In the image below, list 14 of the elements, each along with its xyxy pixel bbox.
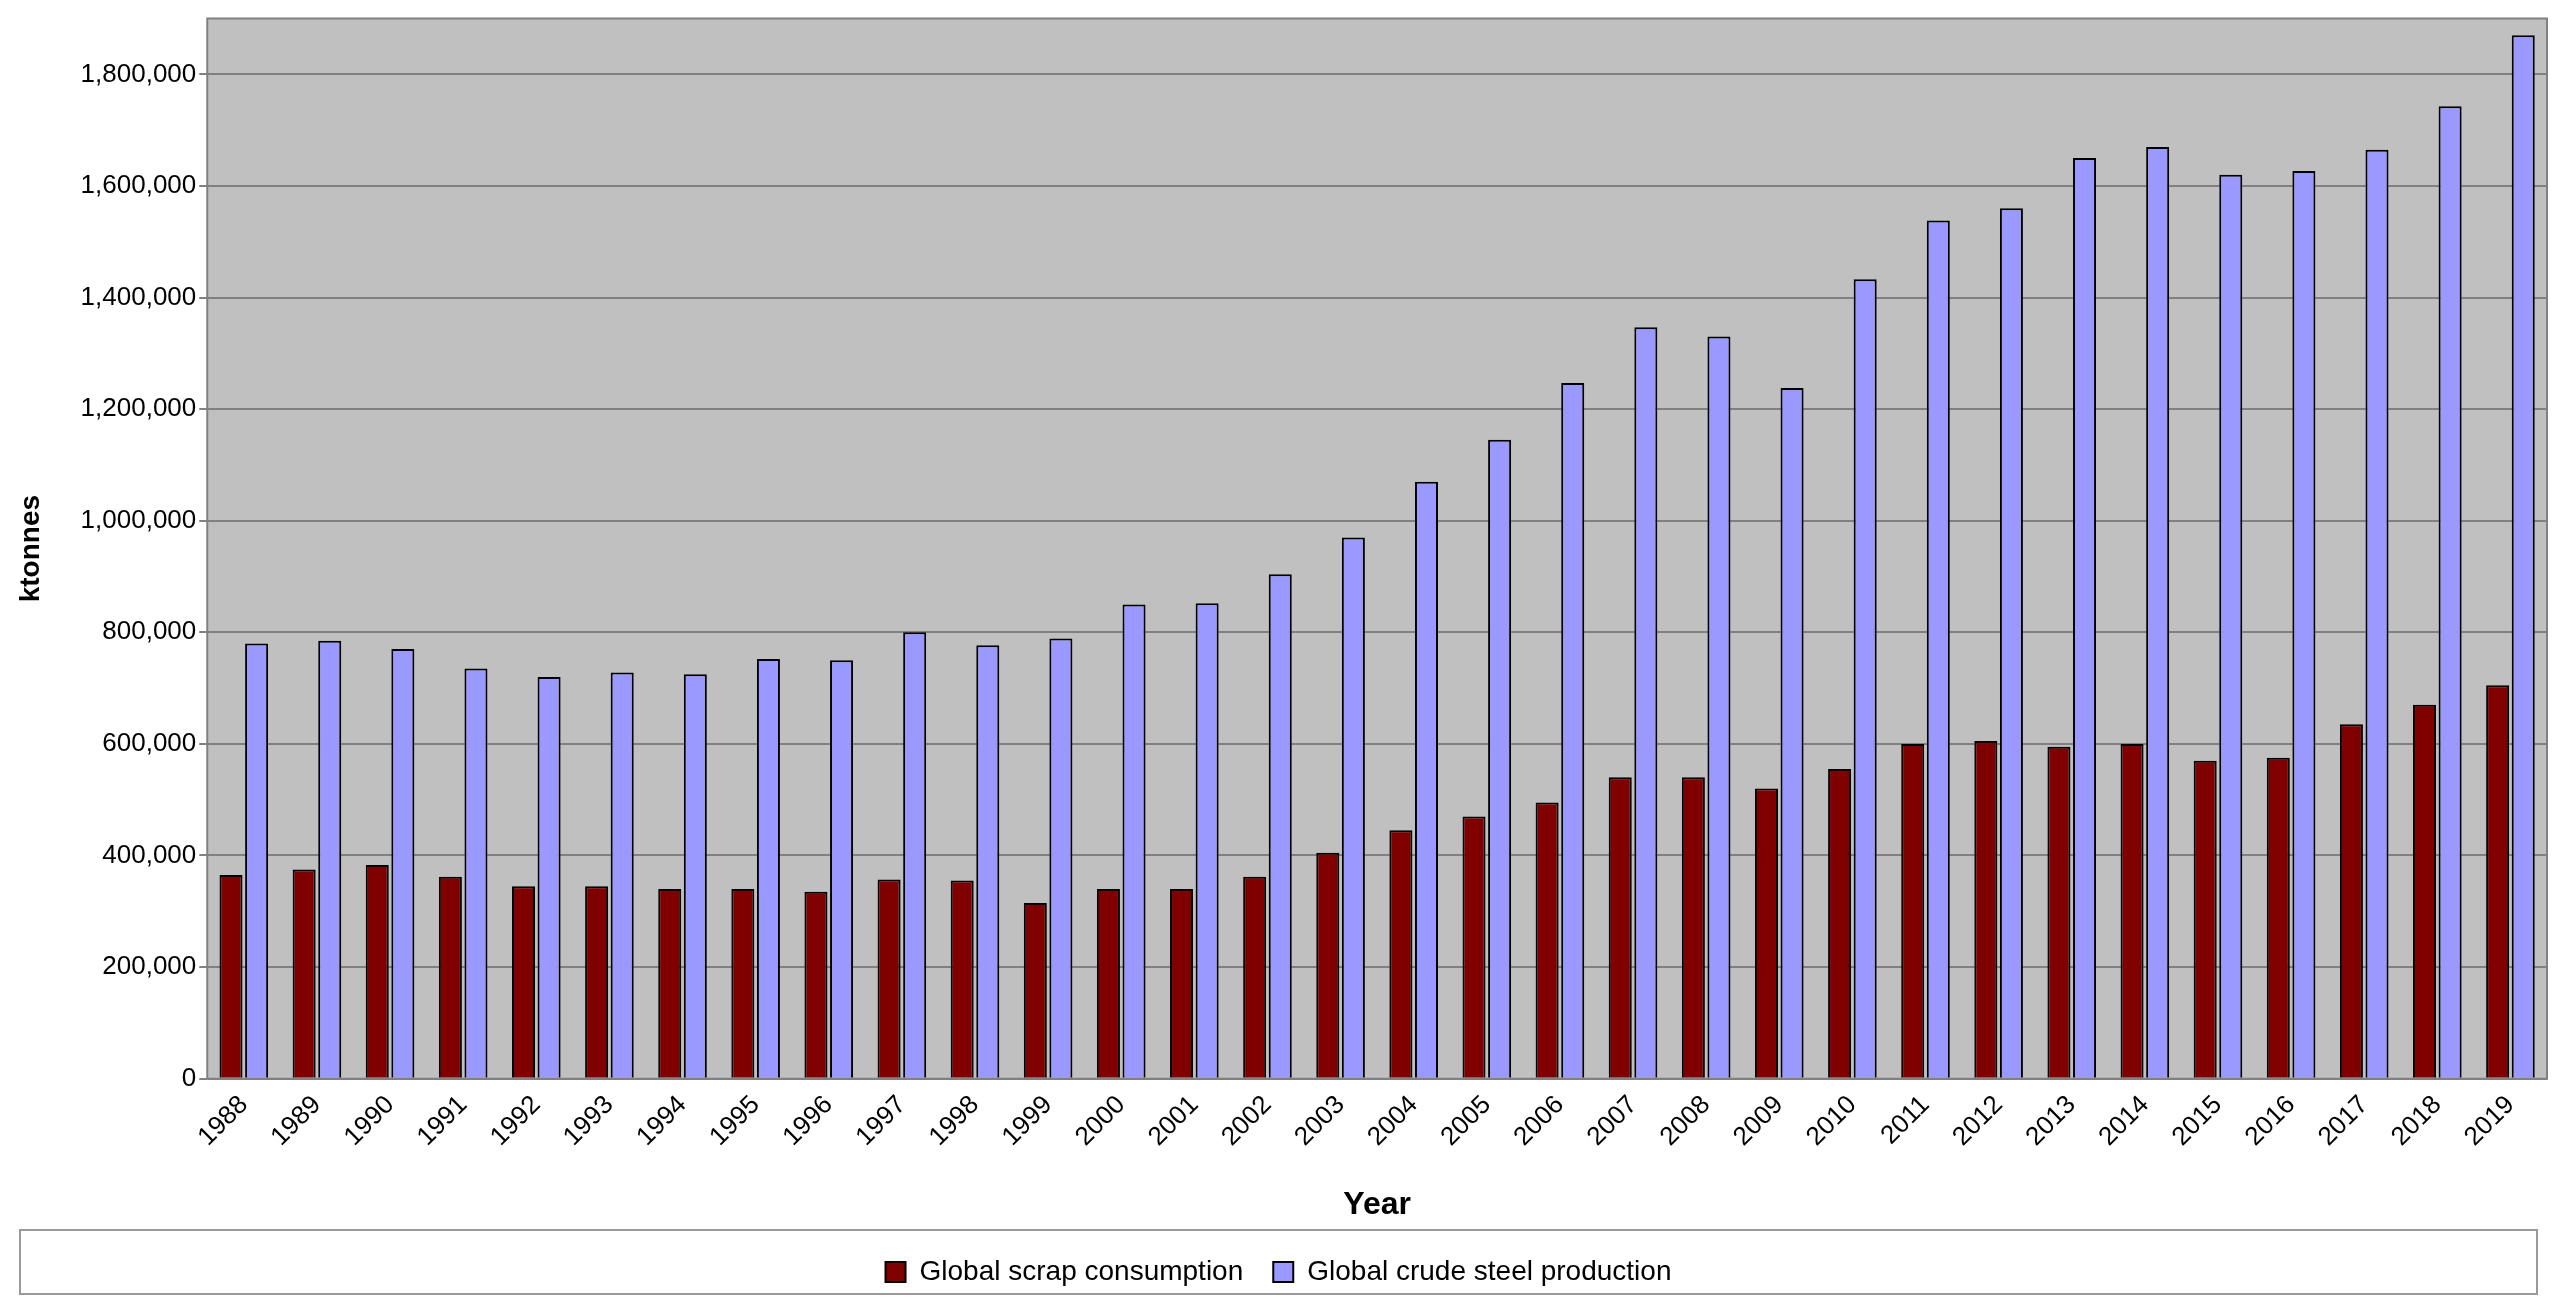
y-tick-label: 1,200,000 bbox=[80, 392, 197, 423]
y-tick-label: 1,400,000 bbox=[80, 280, 197, 311]
y-tick-label: 400,000 bbox=[102, 838, 197, 869]
y-tick-label: 1,800,000 bbox=[80, 57, 197, 88]
legend-label: Global scrap consumption bbox=[919, 1254, 1244, 1286]
y-tick-label: 800,000 bbox=[102, 615, 197, 646]
legend-label: Global crude steel production bbox=[1307, 1254, 1672, 1286]
y-axis-title: ktonnes bbox=[13, 494, 45, 603]
y-tick-label: 1,000,000 bbox=[80, 503, 197, 534]
x-axis-title: Year bbox=[1343, 1184, 1411, 1221]
y-tick-label: 0 bbox=[181, 1061, 197, 1092]
y-tick-label: 600,000 bbox=[102, 727, 197, 758]
y-tick-label: 1,600,000 bbox=[80, 169, 197, 200]
y-tick-label: 200,000 bbox=[102, 950, 197, 981]
